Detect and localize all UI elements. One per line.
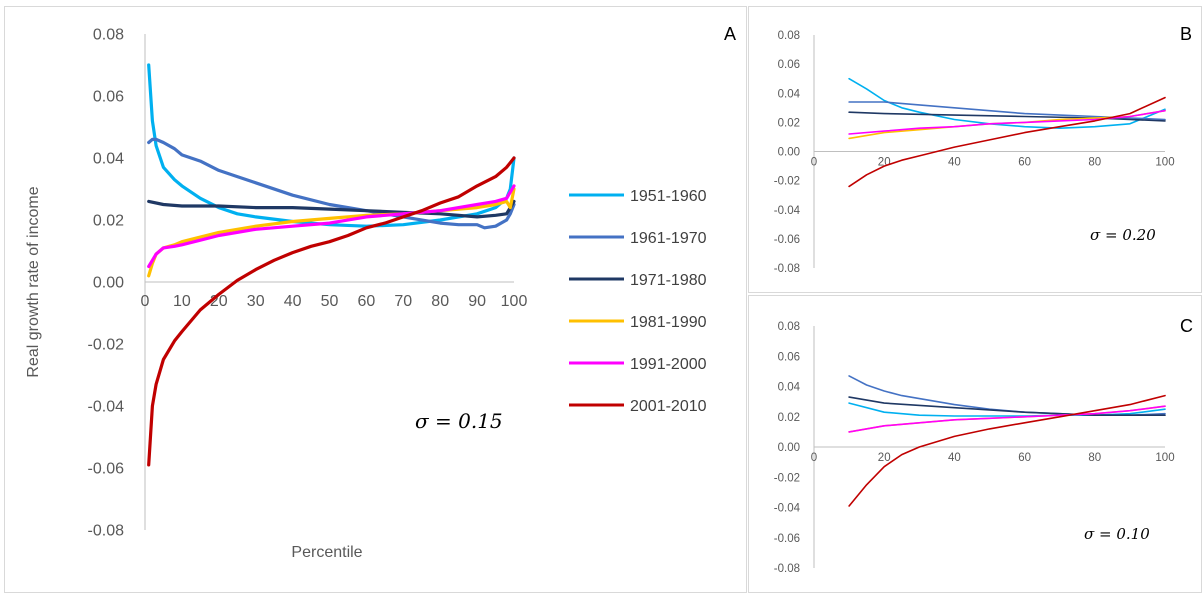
panel-b-x-tick-label: 60 bbox=[1018, 157, 1031, 169]
panel-c-x-tick-label: 40 bbox=[948, 452, 961, 464]
panel-c-x-tick-label: 60 bbox=[1018, 452, 1031, 464]
panel-c-y-tick-label: -0.02 bbox=[774, 472, 800, 484]
panel-a-y-tick-label: -0.04 bbox=[88, 399, 125, 416]
panel-b-y-tick-label: -0.02 bbox=[774, 176, 800, 188]
panel-b-y-tick-label: -0.04 bbox=[774, 205, 801, 217]
legend-label-1951-1960: 1951-1960 bbox=[630, 188, 707, 205]
panel-b-y-tick-label: -0.06 bbox=[774, 234, 800, 246]
panel-b-chart: 0.08 0.06 0.04 0.02 0.00 -0.02 -0.04 -0.06 -0.08… bbox=[774, 30, 1175, 275]
panel-a-x-axis-title: Percentile bbox=[291, 544, 362, 561]
panel-b-y-tick-label: -0.08 bbox=[774, 263, 800, 275]
panel-c-sigma-annotation: σ = 0.10 bbox=[1084, 525, 1150, 543]
panel-c-y-tick-label: 0.08 bbox=[778, 321, 800, 333]
panel-a-series-1971-1980 bbox=[147, 199, 516, 219]
legend: 1951-1960 1961-1970 1971-1980 1981-1990 1991… bbox=[569, 188, 707, 415]
panel-c-x-tick-label: 80 bbox=[1088, 452, 1101, 464]
panel-c-y-tick-label: -0.08 bbox=[774, 563, 800, 575]
panel-c-x-tick-label: 0 bbox=[811, 452, 817, 464]
panel-b-y-tick-label: 0.00 bbox=[778, 147, 800, 159]
panel-b-y-tick-label: 0.08 bbox=[778, 30, 800, 42]
panel-a-y-tick-label: 0.08 bbox=[93, 27, 124, 44]
panel-a-x-tick-label: 70 bbox=[394, 293, 412, 310]
panel-c-y-tick-label: 0.06 bbox=[778, 351, 800, 363]
panel-a-y-tick-label: 0.04 bbox=[93, 151, 124, 168]
panel-b-y-tick-label: 0.06 bbox=[778, 59, 800, 71]
panel-a-x-tick-label: 50 bbox=[321, 293, 339, 310]
panel-c-series-1971-1980 bbox=[848, 396, 1166, 416]
panel-a-x-tick-label: 40 bbox=[284, 293, 302, 310]
panel-a-x-tick-label: 80 bbox=[431, 293, 449, 310]
panel-a-y-tick-label: -0.02 bbox=[88, 337, 125, 354]
panel-b-x-tick-label: 40 bbox=[948, 157, 961, 169]
panel-a-series-1981-1990 bbox=[147, 187, 516, 278]
panel-b-x-tick-label: 80 bbox=[1088, 157, 1101, 169]
legend-label-2001-2010: 2001-2010 bbox=[630, 398, 707, 415]
panel-a-series-2001-2010 bbox=[147, 156, 516, 467]
panel-c-y-tick-label: 0.02 bbox=[778, 412, 800, 424]
panel-a-x-tick-label: 90 bbox=[468, 293, 486, 310]
panel-a-x-tick-label: 10 bbox=[173, 293, 191, 310]
panel-c-series-1951-1960 bbox=[848, 402, 1166, 417]
panel-c-series-1991-2000 bbox=[848, 405, 1166, 433]
panel-b-frame bbox=[748, 6, 1202, 293]
panel-b-series-2001-2010 bbox=[848, 96, 1166, 188]
panel-c-x-tick-label: 100 bbox=[1155, 452, 1174, 464]
panel-b-x-tick-label: 0 bbox=[811, 157, 817, 169]
panel-a-y-tick-label: -0.06 bbox=[88, 461, 125, 478]
panel-a-x-tick-label: 30 bbox=[247, 293, 265, 310]
panel-c-series-1961-1970 bbox=[848, 375, 1166, 416]
panel-a-y-tick-label: 0.02 bbox=[93, 213, 124, 230]
panel-c-frame bbox=[748, 295, 1202, 593]
panel-c-letter: C bbox=[1180, 316, 1193, 336]
panel-a-sigma-annotation: σ = 0.15 bbox=[415, 409, 503, 433]
panel-a-chart: 0.08 0.06 0.04 0.02 0.00 -0.02 -0.04 -0.06 -0.08… bbox=[88, 27, 528, 540]
panel-a-y-tick-label: -0.08 bbox=[88, 523, 125, 540]
legend-label-1971-1980: 1971-1980 bbox=[630, 272, 707, 289]
panel-a-series-1951-1960 bbox=[147, 63, 516, 228]
panel-a-x-tick-label: 60 bbox=[358, 293, 376, 310]
panel-a-y-tick-label: 0.00 bbox=[93, 275, 124, 292]
panel-c-y-tick-label: -0.06 bbox=[774, 533, 800, 545]
panel-c-y-tick-label: -0.04 bbox=[774, 503, 801, 515]
panel-a-series-1991-2000 bbox=[147, 184, 516, 269]
panel-c-y-tick-label: 0.04 bbox=[778, 382, 801, 394]
panel-a-x-tick-label: 0 bbox=[141, 293, 150, 310]
panel-b-y-tick-label: 0.02 bbox=[778, 117, 800, 129]
panel-a-y-axis-title: Real growth rate of income bbox=[25, 186, 42, 377]
panel-b-y-tick-label: 0.04 bbox=[778, 88, 801, 100]
legend-label-1961-1970: 1961-1970 bbox=[630, 230, 707, 247]
panel-a-series-1961-1970 bbox=[147, 137, 516, 230]
panel-b-sigma-annotation: σ = 0.20 bbox=[1090, 226, 1156, 244]
panel-b-x-tick-label: 100 bbox=[1155, 157, 1174, 169]
panel-a-x-tick-label: 100 bbox=[501, 293, 528, 310]
panel-c-series-2001-2010 bbox=[848, 394, 1166, 507]
panel-b-letter: B bbox=[1180, 24, 1192, 44]
panel-c-chart: 0.08 0.06 0.04 0.02 0.00 -0.02 -0.04 -0.06 -0.08… bbox=[774, 321, 1175, 575]
panel-b-series-1951-1960 bbox=[848, 77, 1166, 129]
panel-c-x-tick-label: 20 bbox=[878, 452, 891, 464]
panel-a-y-tick-label: 0.06 bbox=[93, 89, 124, 106]
panel-a-letter: A bbox=[724, 24, 736, 44]
panel-c-y-tick-label: 0.00 bbox=[778, 442, 800, 454]
legend-label-1981-1990: 1981-1990 bbox=[630, 314, 707, 331]
legend-label-1991-2000: 1991-2000 bbox=[630, 356, 707, 373]
